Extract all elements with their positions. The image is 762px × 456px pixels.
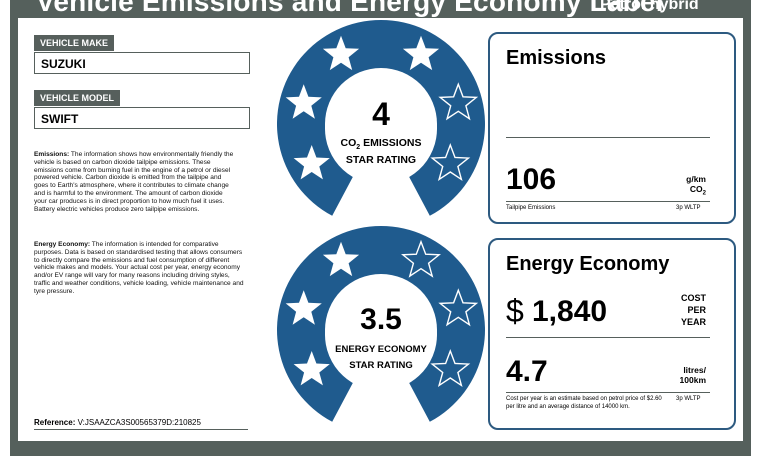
economy-info: Energy Economy: The information is inten… bbox=[34, 241, 246, 296]
emissions-unit: g/km CO2 bbox=[640, 174, 706, 199]
cost-label-3: YEAR bbox=[680, 317, 706, 327]
emissions-footer-left: Tailpipe Emissions bbox=[506, 205, 556, 211]
label-title: Vehicle Emissions and Energy Economy Lab… bbox=[36, 0, 664, 17]
star-filled-icon bbox=[402, 35, 440, 71]
economy-rating-caption: ENERGY ECONOMY STAR RATING bbox=[321, 342, 441, 374]
star-outline-icon bbox=[430, 349, 471, 388]
vehicle-model-value: SWIFT bbox=[34, 107, 250, 129]
cost-note: Cost per year is an estimate based on pe… bbox=[506, 396, 662, 410]
vehicle-make-value: SUZUKI bbox=[34, 52, 250, 74]
emissions-unit-co: CO bbox=[689, 184, 703, 194]
emissions-rating-line2: STAR RATING bbox=[345, 154, 417, 167]
economy-footer-rule bbox=[506, 392, 710, 393]
economy-rating-line1: ENERGY ECONOMY bbox=[335, 344, 427, 355]
emissions-info-text: The information shows how environmentall… bbox=[34, 151, 234, 213]
economy-info-text: The information is intended for comparat… bbox=[34, 241, 244, 295]
reference-value: V:JSAAZCA3S00565379D:210825 bbox=[77, 418, 201, 427]
vehicle-make-tag: VEHICLE MAKE bbox=[34, 35, 115, 51]
star-outline-icon bbox=[430, 143, 471, 182]
economy-panel-title: Energy Economy bbox=[506, 253, 670, 275]
emissions-unit-subscript: 2 bbox=[702, 190, 706, 197]
cost-per-year-label: COST PER YEAR bbox=[650, 292, 706, 328]
rating-center bbox=[325, 68, 437, 180]
vehicle-model-tag: VEHICLE MODEL bbox=[34, 90, 121, 106]
currency-symbol: $ bbox=[506, 293, 524, 329]
emissions-info-heading: Emissions: bbox=[34, 151, 70, 158]
economy-panel bbox=[488, 238, 736, 430]
fuel-type: Petrol hybrid bbox=[600, 0, 699, 13]
star-filled-icon bbox=[322, 35, 360, 71]
reference-label: Reference: bbox=[34, 418, 76, 427]
star-outline-icon bbox=[438, 82, 479, 121]
emissions-unit-line1: g/km bbox=[686, 174, 706, 184]
economy-star-rating bbox=[277, 225, 485, 422]
emissions-info: Emissions: The information shows how env… bbox=[34, 151, 234, 213]
cost-per-year-value: 1,840 bbox=[532, 295, 608, 328]
emissions-rating-caption: CO2 EMISSIONS STAR RATING bbox=[331, 137, 431, 167]
star-filled-icon bbox=[285, 290, 322, 325]
consumption-unit-2: 100km bbox=[679, 375, 706, 385]
consumption-unit: litres/100km bbox=[650, 365, 706, 385]
star-outline-icon bbox=[401, 239, 441, 278]
emissions-panel bbox=[488, 32, 736, 224]
star-outline-icon bbox=[438, 288, 479, 327]
emissions-panel-title: Emissions bbox=[506, 47, 607, 69]
rating-horseshoe bbox=[277, 19, 485, 216]
economy-info-heading: Energy Economy: bbox=[34, 241, 91, 248]
star-filled-icon bbox=[322, 241, 360, 277]
consumption-value: 4.7 bbox=[506, 355, 548, 388]
emissions-footer-rule bbox=[506, 201, 710, 202]
rating-center bbox=[325, 274, 437, 386]
star-filled-icon bbox=[293, 145, 330, 180]
economy-footer-right: 3p WLTP bbox=[676, 396, 701, 402]
cost-label-1: COST bbox=[680, 293, 706, 303]
rating-horseshoe bbox=[277, 225, 485, 422]
co2-subscript: 2 bbox=[356, 144, 361, 152]
emissions-star-rating bbox=[277, 19, 485, 216]
consumption-unit-1: litres/ bbox=[683, 365, 706, 375]
reference: Reference: V:JSAAZCA3S00565379D:210825 bbox=[34, 418, 248, 430]
economy-star-value: 3.5 bbox=[360, 303, 402, 336]
emissions-divider bbox=[506, 137, 710, 138]
emissions-footer-right: 3p WLTP bbox=[676, 205, 701, 211]
star-filled-icon bbox=[293, 351, 330, 386]
emissions-rating-line1: EMISSIONS bbox=[360, 137, 422, 149]
co2-text: CO bbox=[340, 137, 357, 149]
cost-label-2: PER bbox=[687, 305, 706, 315]
star-filled-icon bbox=[285, 84, 322, 119]
economy-rating-line2: STAR RATING bbox=[349, 360, 413, 371]
emissions-value: 106 bbox=[506, 163, 557, 196]
economy-divider bbox=[506, 337, 710, 338]
emissions-star-value: 4 bbox=[372, 96, 390, 132]
